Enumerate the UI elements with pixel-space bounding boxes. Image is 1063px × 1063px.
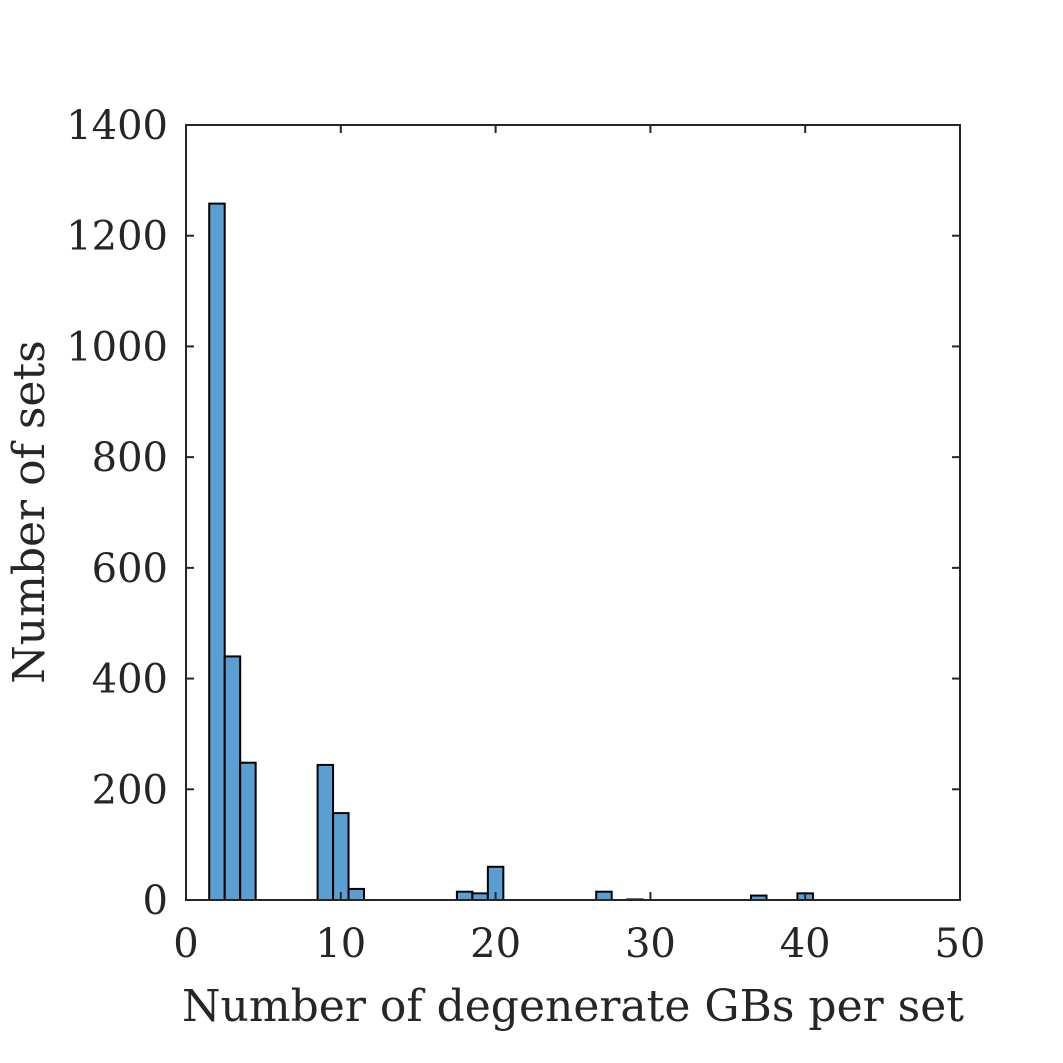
ticks-layer: 0 10 20 30 40 50 0 200 400 600 800 1000 1200 1400 — [66, 103, 985, 967]
histogram-bar-4 — [239, 761, 257, 902]
x-axis-title: Number of degenerate GBs per set — [182, 981, 964, 1032]
histogram-bar-18 — [455, 890, 474, 901]
x-tick-label-10: 10 — [315, 921, 366, 967]
y-tick-label-600: 600 — [92, 546, 168, 592]
y-tick-label-1000: 1000 — [66, 324, 168, 370]
histogram-bar-9 — [316, 763, 335, 902]
y-tick-label-0: 0 — [143, 878, 168, 924]
y-tick-label-1200: 1200 — [66, 214, 168, 260]
x-tick-label-30: 30 — [625, 921, 676, 967]
x-tick-label-50: 50 — [935, 921, 986, 967]
x-tick-label-40: 40 — [780, 921, 831, 967]
y-tick-label-800: 800 — [92, 435, 168, 481]
y-tick-label-400: 400 — [92, 657, 168, 703]
y-tick-label-1400: 1400 — [66, 103, 168, 149]
x-tick-label-20: 20 — [470, 921, 521, 967]
plot-frame — [185, 124, 961, 901]
y-axis-title: Number of sets — [4, 340, 55, 683]
histogram-bar-2 — [208, 202, 226, 902]
histogram-bar-11 — [347, 887, 366, 902]
y-tick-label-200: 200 — [92, 767, 168, 813]
histogram-bar-10 — [332, 812, 350, 902]
x-tick-label-0: 0 — [173, 921, 198, 967]
histogram-bar-27 — [595, 890, 613, 901]
histogram-bar-3 — [223, 655, 242, 902]
bars-layer — [208, 202, 814, 902]
